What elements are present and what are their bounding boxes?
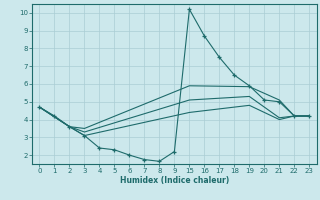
X-axis label: Humidex (Indice chaleur): Humidex (Indice chaleur) [120, 176, 229, 185]
